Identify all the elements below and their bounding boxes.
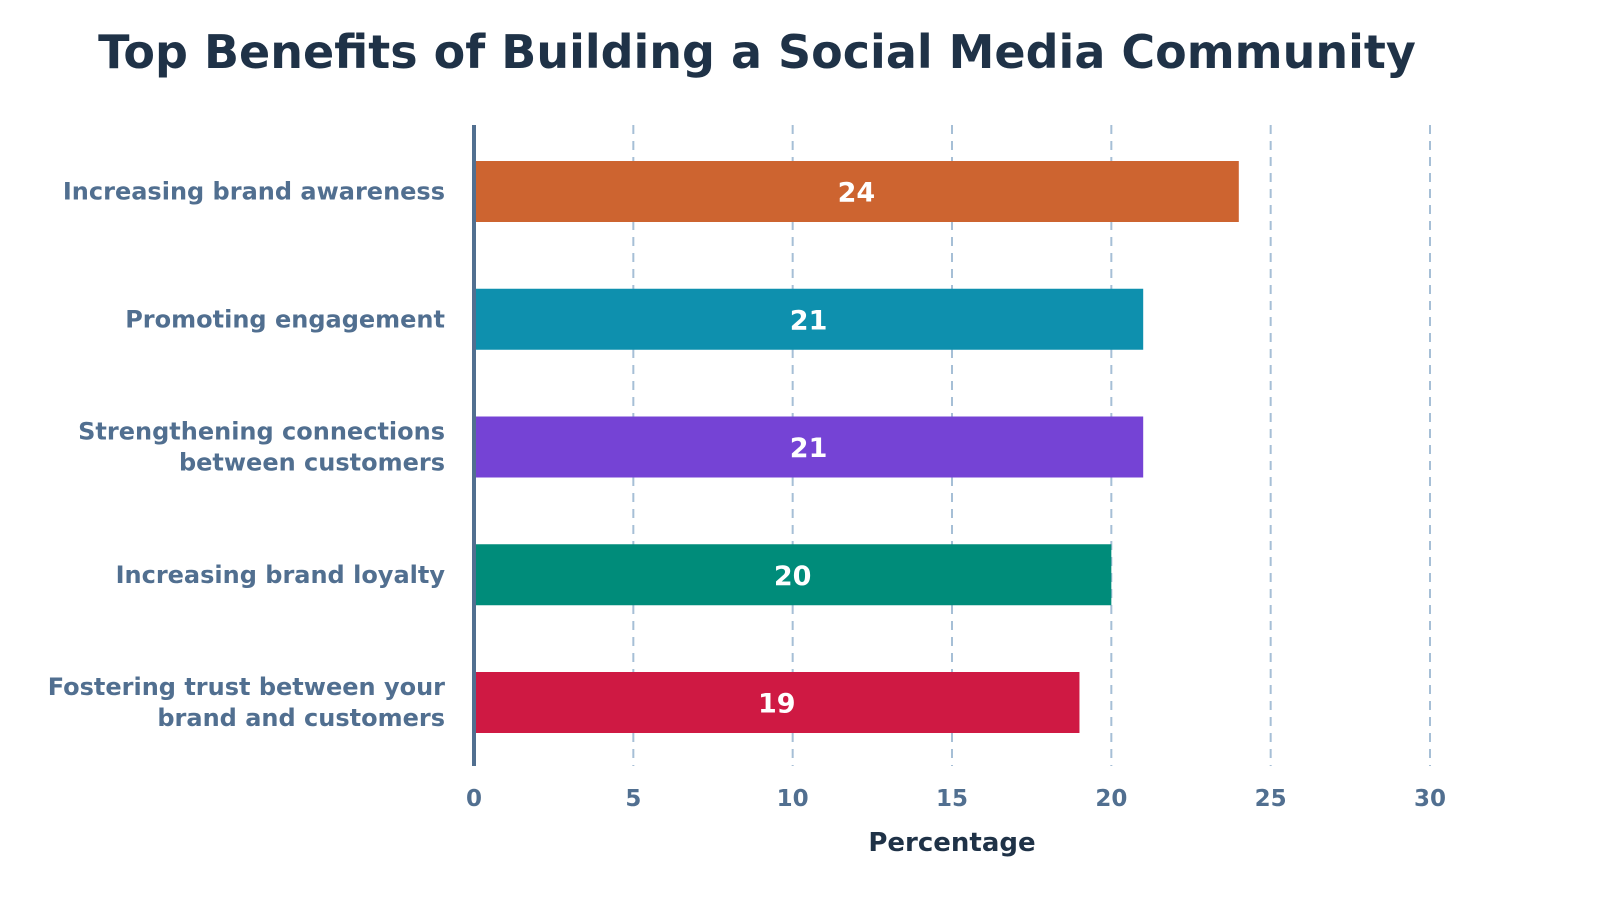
x-tick-labels: 0 5 10 15 20 25 30 [466, 786, 1446, 812]
x-tick-label: 10 [777, 786, 809, 812]
bar-3 [474, 544, 1112, 606]
category-label: Increasing brand awareness [63, 178, 445, 206]
category-label-line: Strengthening connections [78, 418, 445, 446]
category-label-line: brand and customers [157, 704, 445, 732]
category-label-line: Increasing brand awareness [63, 178, 445, 206]
bar-0 [474, 161, 1239, 222]
category-label-line: Promoting engagement [125, 305, 445, 333]
bar-4 [474, 672, 1080, 733]
x-tick-label: 15 [936, 786, 968, 812]
bar-value-label: 24 [838, 178, 876, 209]
x-axis-title: Percentage [868, 828, 1035, 858]
category-labels: Increasing brand awareness Promoting enga… [48, 178, 446, 733]
category-label: Strengthening connections between custome… [78, 418, 445, 477]
x-tick-label: 20 [1095, 786, 1127, 812]
bars: 24 21 21 20 19 [474, 161, 1239, 733]
category-label-line: Increasing brand loyalty [116, 561, 446, 589]
bar-value-label: 19 [758, 689, 796, 720]
category-label: Fostering trust between your brand and cu… [48, 673, 445, 732]
x-tick-label: 0 [466, 786, 482, 812]
chart-title: Top Benefits of Building a Social Media … [98, 25, 1416, 79]
x-tick-label: 25 [1255, 786, 1287, 812]
category-label-line: between customers [179, 449, 445, 477]
x-tick-label: 30 [1414, 786, 1446, 812]
bar-value-label: 20 [774, 561, 812, 592]
category-label: Promoting engagement [125, 305, 445, 333]
bar-2 [474, 416, 1144, 478]
bar-value-label: 21 [790, 305, 828, 336]
bar-value-label: 21 [790, 433, 828, 464]
bar-1 [474, 288, 1144, 350]
x-tick-label: 5 [625, 786, 641, 812]
category-label: Increasing brand loyalty [116, 561, 446, 589]
category-label-line: Fostering trust between your [48, 673, 445, 701]
